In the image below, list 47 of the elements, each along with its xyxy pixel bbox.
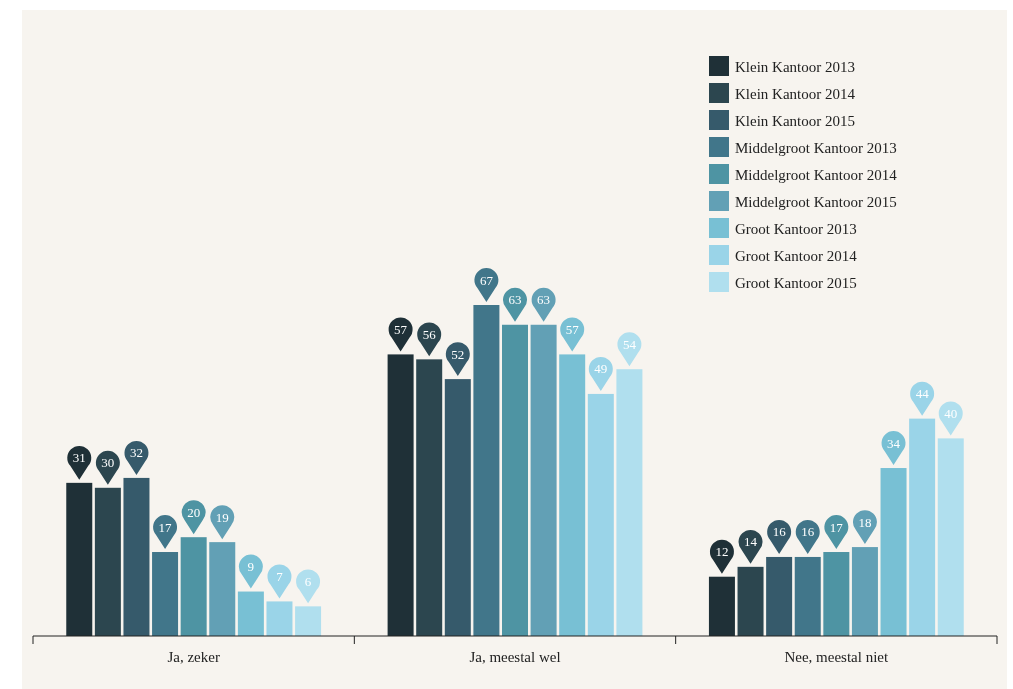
data-label: 16 [772, 524, 787, 540]
data-label: 31 [72, 450, 86, 466]
data-label: 34 [887, 435, 901, 451]
data-label: 54 [622, 336, 637, 352]
x-tick-label: Ja, zeker [167, 649, 220, 665]
data-label: 6 [304, 573, 312, 589]
bar [823, 552, 850, 636]
legend-label: Groot Kantoor 2013 [735, 221, 857, 237]
data-label: 57 [394, 321, 408, 337]
bar [851, 547, 878, 636]
data-label: 57 [565, 321, 580, 337]
legend-label: Klein Kantoor 2013 [735, 59, 855, 75]
data-label: 32 [129, 445, 143, 461]
legend-label: Groot Kantoor 2014 [735, 248, 858, 264]
bar [880, 468, 907, 636]
data-label: 49 [594, 361, 608, 377]
legend-label: Middelgroot Kantoor 2013 [735, 140, 897, 156]
legend-label: Klein Kantoor 2015 [735, 113, 855, 129]
data-label: 18 [858, 514, 872, 530]
data-label: 56 [422, 326, 437, 342]
data-label: 52 [451, 346, 465, 362]
x-tick-label: Nee, meestal niet [784, 649, 890, 665]
data-label: 12 [715, 544, 729, 560]
bar [473, 305, 500, 636]
legend-label: Middelgroot Kantoor 2015 [735, 194, 897, 210]
data-label: 30 [101, 455, 115, 471]
data-label: 19 [215, 509, 229, 525]
data-label: 67 [479, 272, 494, 288]
data-label: 7 [276, 568, 284, 584]
legend-label: Klein Kantoor 2014 [735, 86, 856, 102]
data-label: 17 [158, 519, 173, 535]
data-label: 20 [187, 504, 201, 520]
data-label: 63 [508, 292, 522, 308]
data-label: 14 [744, 534, 758, 550]
data-label: 16 [801, 524, 815, 540]
data-label: 40 [944, 405, 958, 421]
legend-label: Middelgroot Kantoor 2014 [735, 167, 898, 183]
data-label: 9 [247, 559, 255, 575]
data-label: 17 [829, 519, 844, 535]
data-label: 63 [537, 292, 551, 308]
legend-label: Groot Kantoor 2015 [735, 275, 857, 291]
bar [152, 552, 179, 636]
x-tick-label: Ja, meestal wel [469, 649, 561, 665]
bar [295, 606, 322, 636]
bar [616, 369, 643, 636]
data-label: 44 [915, 386, 930, 402]
bar [444, 379, 471, 636]
